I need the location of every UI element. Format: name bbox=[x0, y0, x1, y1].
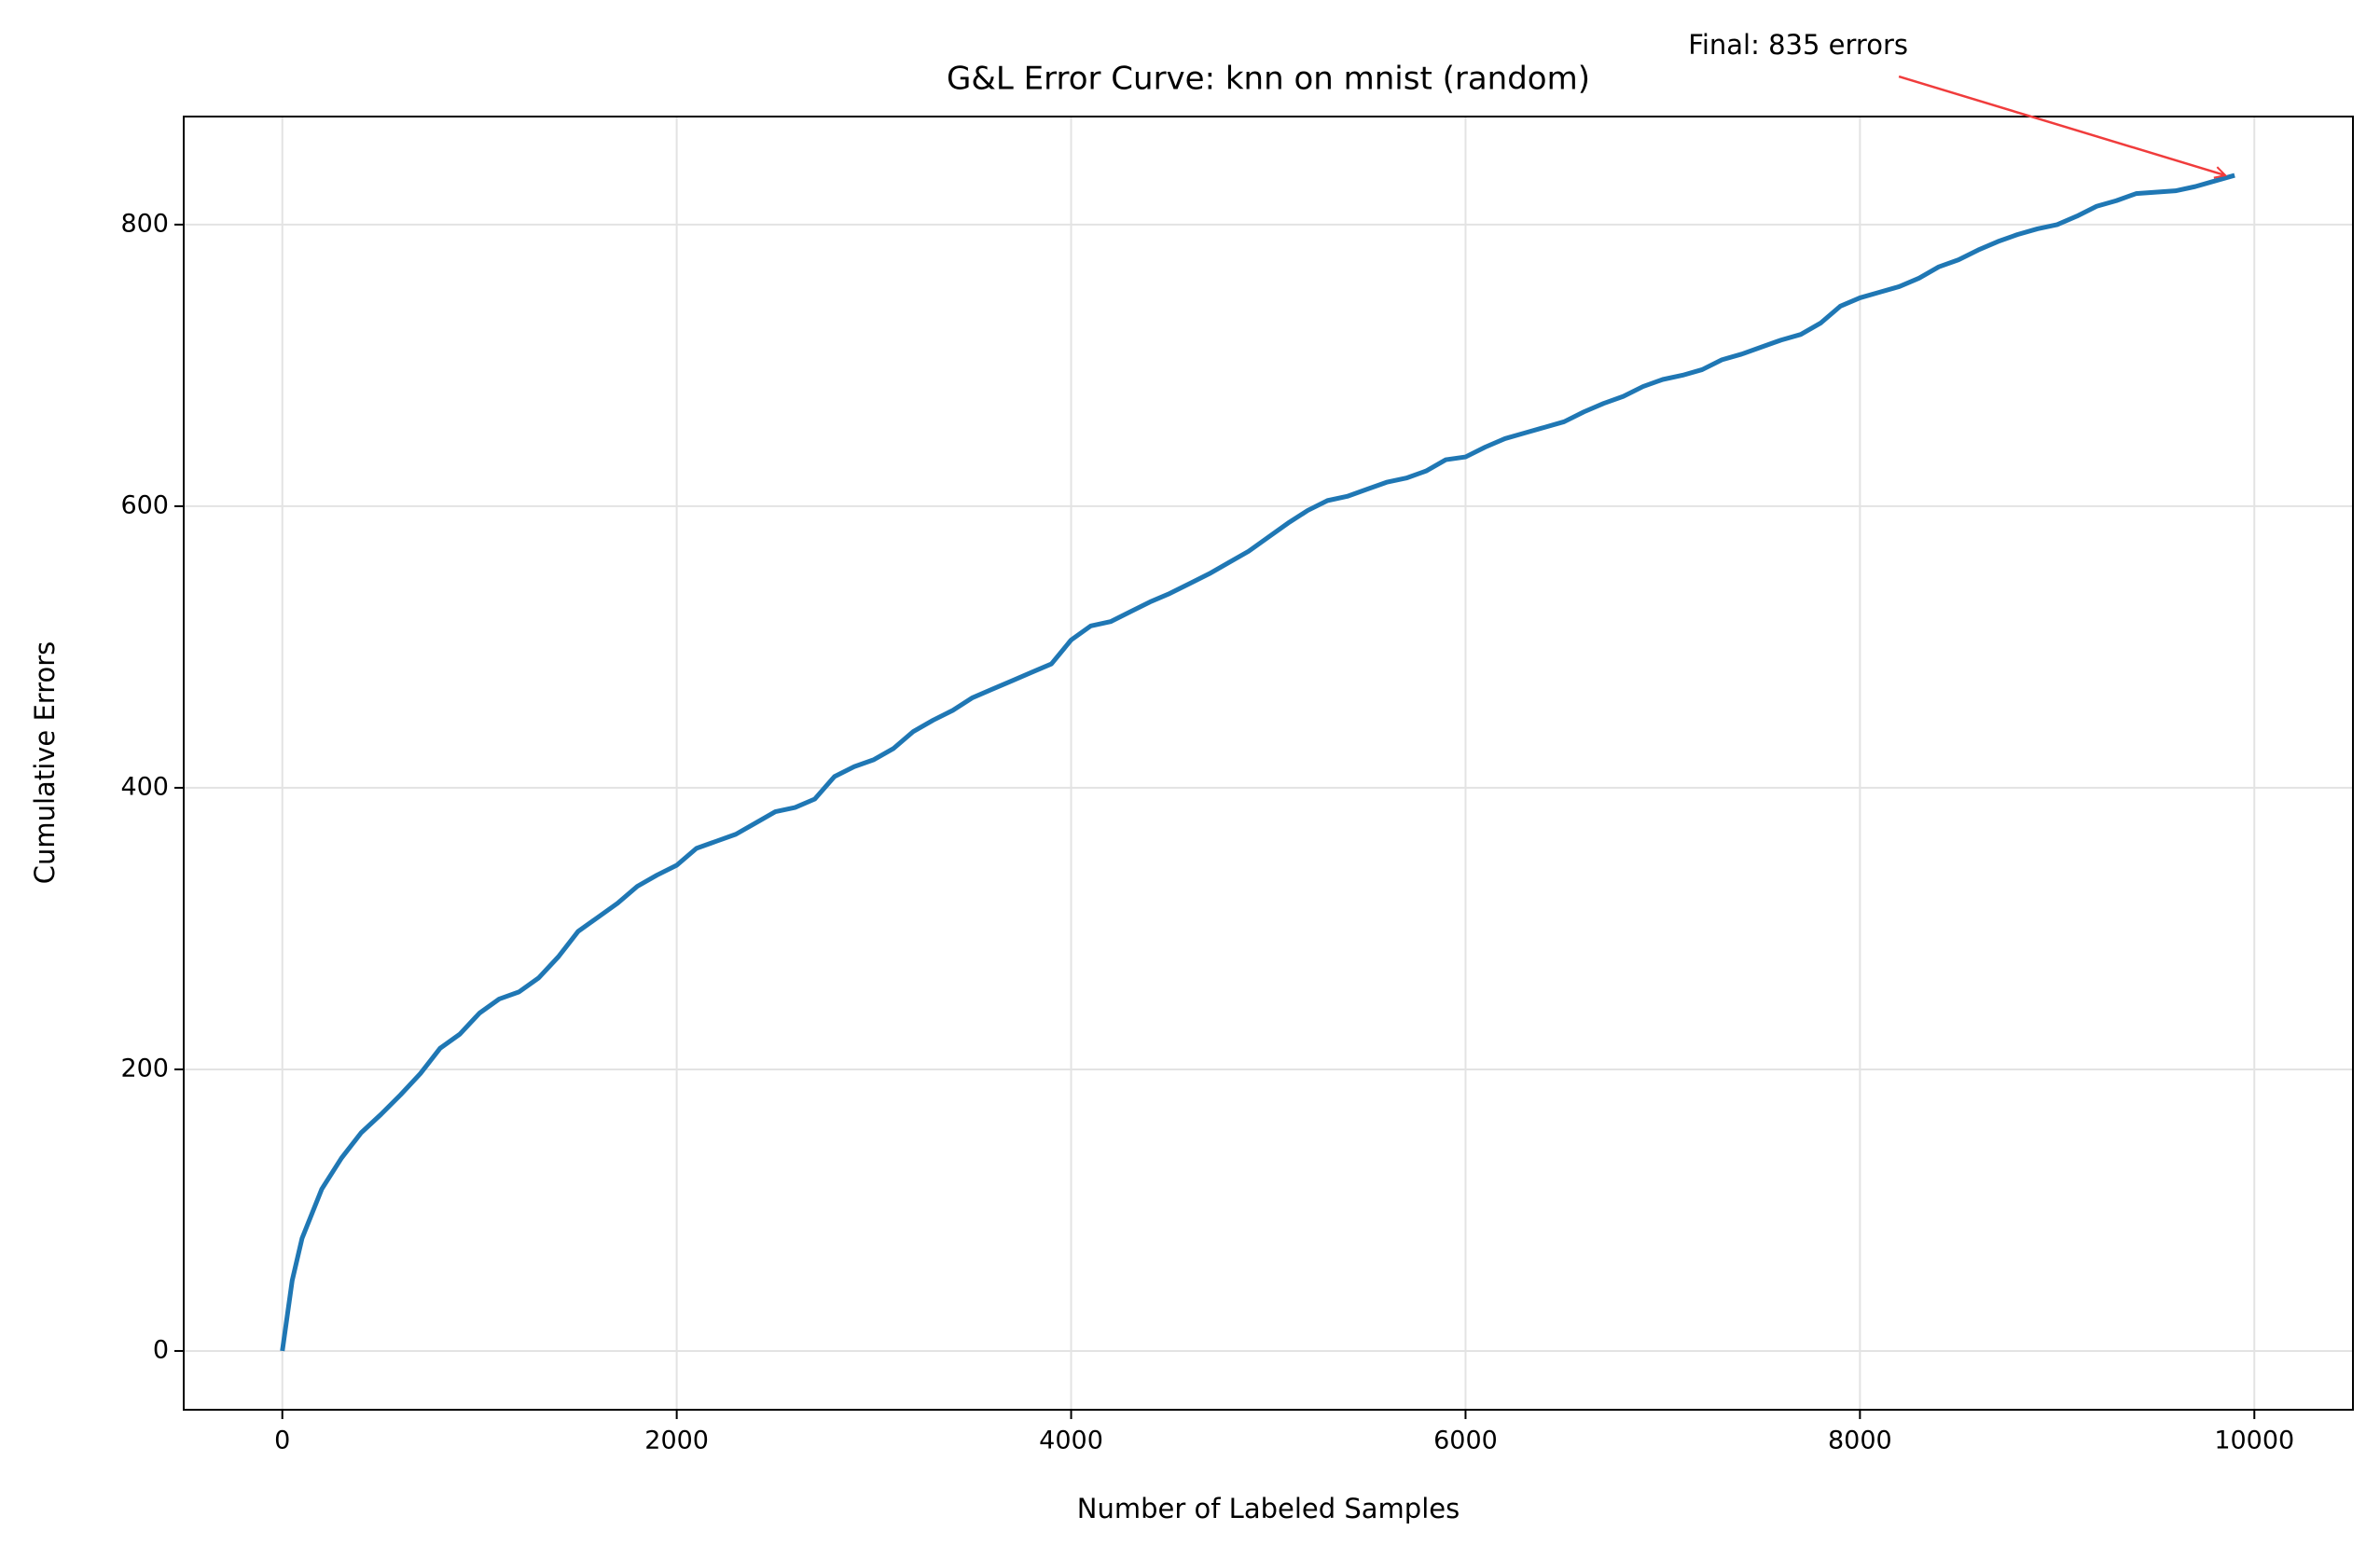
data-line bbox=[280, 172, 2235, 1352]
y-axis-label: Cumulative Errors bbox=[29, 641, 61, 885]
x-tick-label: 4000 bbox=[1039, 1427, 1103, 1455]
annotation-arrow bbox=[1898, 75, 2225, 175]
x-axis-label: Number of Labeled Samples bbox=[1077, 1493, 1460, 1524]
y-tick-label: 200 bbox=[120, 1054, 169, 1082]
x-tick-label: 8000 bbox=[1828, 1427, 1892, 1455]
x-tick-label: 10000 bbox=[2214, 1427, 2294, 1455]
chart-title: G&L Error Curve: knn on mnist (random) bbox=[947, 61, 1590, 98]
x-tick-label: 0 bbox=[274, 1427, 290, 1455]
x-tick-label: 6000 bbox=[1433, 1427, 1498, 1455]
y-tick-label: 600 bbox=[120, 490, 169, 519]
annotation-text: Final: 835 errors bbox=[1688, 29, 1908, 61]
x-tick-label: 2000 bbox=[644, 1427, 709, 1455]
plot-frame bbox=[183, 116, 2354, 1411]
y-tick-label: 400 bbox=[120, 772, 169, 801]
y-tick-label: 0 bbox=[153, 1335, 169, 1364]
y-tick-label: 800 bbox=[120, 209, 169, 238]
